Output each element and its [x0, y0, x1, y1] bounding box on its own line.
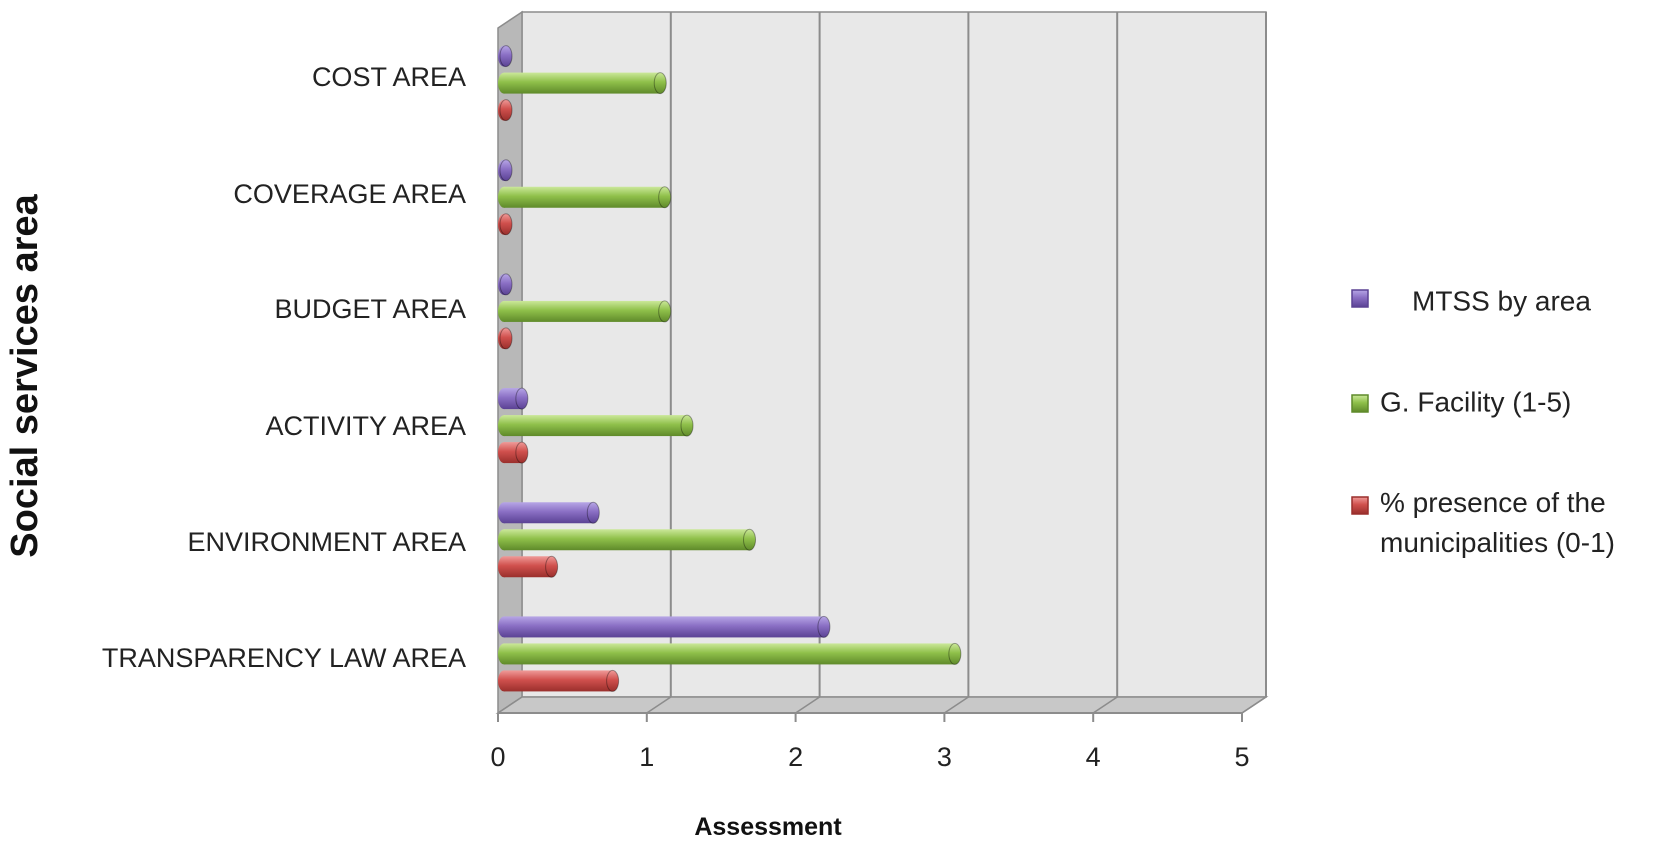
bar	[498, 213, 513, 236]
bar-base-cap	[498, 529, 510, 551]
bar-body	[504, 556, 552, 578]
bar-base-cap	[498, 670, 510, 692]
bar-end-cap	[653, 72, 667, 95]
category-label: ENVIRONMENT AREA	[187, 527, 466, 557]
x-tick-label: 5	[1234, 742, 1249, 772]
x-axis-title: Assessment	[694, 813, 842, 841]
bar-body	[504, 502, 594, 524]
gridline-floor	[943, 696, 969, 714]
legend-label: G. Facility (1-5)	[1380, 386, 1571, 417]
bar	[498, 555, 559, 578]
category-label: COVERAGE AREA	[233, 179, 466, 209]
bar	[498, 300, 672, 323]
x-tick-label: 1	[639, 742, 654, 772]
bar-end-cap	[658, 186, 672, 209]
bar-end-cap	[586, 501, 600, 524]
category-labels: COST AREA COVERAGE AREA BUDGET AREA ACTI…	[102, 62, 466, 673]
bar-end-cap	[499, 45, 513, 68]
bar	[498, 159, 513, 182]
bar	[498, 387, 529, 410]
gridline-floor	[1241, 696, 1267, 714]
legend-label-line-2: municipalities (0-1)	[1380, 527, 1615, 558]
bar-end-cap	[515, 387, 529, 410]
bar	[498, 327, 513, 350]
bar	[498, 669, 620, 692]
gridline-floor	[646, 696, 672, 714]
bar	[498, 615, 831, 638]
bar-body	[504, 670, 613, 692]
plot-back-wall	[521, 11, 1267, 698]
bar	[498, 501, 600, 524]
bar-base-cap	[498, 502, 510, 524]
bar-base-cap	[498, 415, 510, 437]
bar-body	[504, 529, 750, 551]
y-axis-title: Social services area	[4, 193, 46, 557]
legend-swatch	[1351, 394, 1369, 413]
x-tick-label: 4	[1086, 742, 1101, 772]
category-label: ACTIVITY AREA	[265, 411, 466, 441]
bar-base-cap	[498, 300, 510, 322]
legend-label: % presence of the municipalities (0-1)	[1380, 487, 1615, 558]
category-label: BUDGET AREA	[274, 294, 466, 324]
x-ticks	[497, 713, 1243, 722]
bar	[498, 273, 513, 296]
x-tick-label: 2	[788, 742, 803, 772]
legend-label: MTSS by area	[1412, 285, 1591, 316]
legend-item: % presence of the municipalities (0-1)	[1351, 487, 1615, 558]
gridline-floor	[795, 696, 821, 714]
bar-base-cap	[498, 442, 510, 464]
bar-base-cap	[498, 388, 510, 410]
plot-frame	[495, 10, 1269, 715]
bar-end-cap	[515, 441, 529, 464]
x-tick-label: 3	[937, 742, 952, 772]
bar-end-cap	[545, 555, 559, 578]
bar-end-cap	[948, 642, 962, 665]
bar-base-cap	[498, 643, 510, 665]
bar-end-cap	[499, 273, 513, 296]
bars	[498, 45, 962, 692]
bar-body	[504, 616, 824, 638]
bar-base-cap	[498, 616, 510, 638]
gridlines	[646, 12, 1267, 714]
bar-end-cap	[499, 327, 513, 350]
bar	[498, 186, 672, 209]
bar-base-cap	[498, 186, 510, 208]
bar	[498, 441, 529, 464]
bar-body	[504, 72, 661, 94]
category-label: COST AREA	[312, 62, 466, 92]
legend-swatch	[1351, 496, 1369, 515]
bar	[498, 45, 513, 68]
legend-item: G. Facility (1-5)	[1351, 386, 1571, 417]
category-label: TRANSPARENCY LAW AREA	[102, 643, 466, 673]
bar-body	[504, 300, 665, 322]
bar-base-cap	[498, 72, 510, 94]
bar-end-cap	[499, 99, 513, 122]
bar	[498, 99, 513, 122]
legend-swatch	[1351, 289, 1369, 308]
bar-body	[504, 186, 665, 208]
bar	[498, 642, 962, 665]
bar-body	[504, 643, 955, 665]
bar-end-cap	[499, 159, 513, 182]
x-tick-labels: 0 1 2 3 4 5	[490, 742, 1249, 772]
bar-end-cap	[743, 528, 757, 551]
legend-item: MTSS by area	[1351, 285, 1591, 316]
bar-end-cap	[658, 300, 672, 323]
bar-end-cap	[499, 213, 513, 236]
bar	[498, 72, 667, 95]
legend-label-line-1: % presence of the	[1380, 487, 1606, 518]
bar	[498, 414, 694, 437]
bar-body	[504, 415, 688, 437]
bar-base-cap	[498, 556, 510, 578]
bar-end-cap	[817, 615, 831, 638]
bar-end-cap	[606, 669, 620, 692]
legend: MTSS by area G. Facility (1-5) % presenc…	[1351, 285, 1615, 558]
bar-end-cap	[680, 414, 694, 437]
bar	[498, 528, 757, 551]
x-tick-label: 0	[490, 742, 505, 772]
gridline-floor	[1092, 696, 1118, 714]
plot-floor	[495, 696, 1269, 714]
